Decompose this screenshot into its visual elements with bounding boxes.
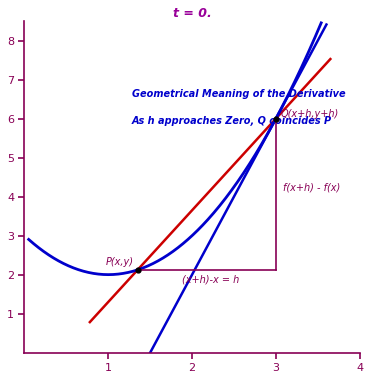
Text: f(x+h) - f(x): f(x+h) - f(x): [283, 182, 340, 192]
Text: Geometrical Meaning of the Derivative: Geometrical Meaning of the Derivative: [132, 89, 345, 99]
Text: Q(x+h,y+h): Q(x+h,y+h): [281, 109, 339, 119]
Title: t = 0.: t = 0.: [173, 7, 211, 20]
Text: As h approaches Zero, Q coincides P: As h approaches Zero, Q coincides P: [132, 116, 332, 126]
Text: (x+h)-x = h: (x+h)-x = h: [182, 274, 239, 284]
Text: P(x,y): P(x,y): [105, 257, 133, 267]
